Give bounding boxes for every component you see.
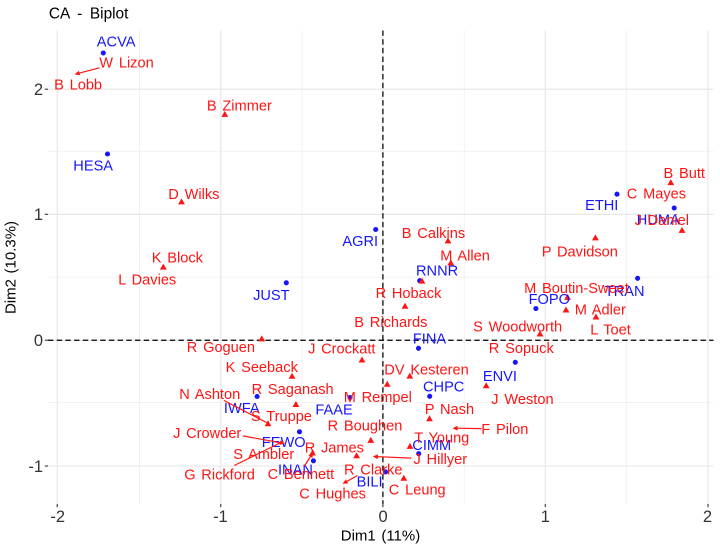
svg-text:C Bennett: C Bennett	[268, 467, 335, 483]
svg-text:R Goguen: R Goguen	[187, 340, 255, 356]
svg-text:S Truppe: S Truppe	[251, 409, 312, 425]
svg-text:M Rempel: M Rempel	[344, 390, 412, 406]
svg-text:Dim2 (10.3%): Dim2 (10.3%)	[3, 221, 20, 314]
svg-text:M Adler: M Adler	[575, 303, 626, 319]
svg-text:R Saganash: R Saganash	[252, 382, 334, 398]
svg-text:R Hoback: R Hoback	[376, 286, 442, 302]
svg-text:B Calkins: B Calkins	[402, 226, 465, 242]
svg-text:P Nash: P Nash	[425, 402, 474, 418]
svg-text:J Crockatt: J Crockatt	[308, 341, 375, 357]
svg-text:K Seeback: K Seeback	[226, 360, 299, 376]
svg-text:ENVI: ENVI	[483, 369, 517, 385]
svg-text:TRAN: TRAN	[605, 284, 645, 300]
svg-text:C Hughes: C Hughes	[299, 486, 366, 502]
svg-text:AGRI: AGRI	[342, 234, 378, 250]
svg-text:R Sopuck: R Sopuck	[489, 341, 555, 357]
svg-text:DV Kesteren: DV Kesteren	[384, 363, 468, 379]
svg-text:CIMM: CIMM	[412, 438, 451, 454]
svg-text:F Pilon: F Pilon	[481, 422, 528, 438]
svg-text:1: 1	[34, 206, 43, 224]
svg-text:T Young: T Young	[414, 431, 469, 447]
svg-text:B Zimmer: B Zimmer	[207, 99, 272, 115]
svg-text:-1: -1	[28, 458, 43, 476]
svg-text:Dim1 (11%): Dim1 (11%)	[341, 528, 420, 545]
svg-text:N Ashton: N Ashton	[179, 387, 240, 403]
svg-text:M Boutin-Sweet: M Boutin-Sweet	[524, 281, 629, 297]
svg-text:BILI: BILI	[357, 474, 383, 490]
svg-text:2: 2	[34, 81, 43, 99]
svg-text:HESA: HESA	[73, 159, 113, 175]
svg-text:B Lobb: B Lobb	[54, 78, 102, 94]
svg-text:R Boughen: R Boughen	[328, 419, 403, 435]
svg-text:J Weston: J Weston	[491, 392, 553, 408]
svg-text:M Allen: M Allen	[440, 248, 490, 264]
svg-text:-1: -1	[213, 508, 228, 526]
svg-text:K Block: K Block	[152, 251, 204, 267]
svg-text:C Leung: C Leung	[389, 483, 446, 499]
svg-text:D Wilks: D Wilks	[168, 187, 219, 203]
svg-text:FINA: FINA	[413, 331, 447, 347]
svg-text:CHPC: CHPC	[423, 380, 464, 396]
svg-text:0: 0	[379, 508, 388, 526]
svg-text:R Clarke: R Clarke	[344, 463, 402, 479]
svg-text:L Toet: L Toet	[590, 323, 631, 339]
svg-text:L Davies: L Davies	[118, 272, 176, 288]
svg-text:2: 2	[703, 508, 712, 526]
svg-text:FOPO: FOPO	[529, 292, 570, 308]
svg-text:P Davidson: P Davidson	[542, 245, 618, 261]
svg-text:CA - Biplot: CA - Biplot	[49, 6, 129, 23]
svg-text:INAN: INAN	[278, 462, 313, 478]
svg-text:1: 1	[541, 508, 550, 526]
svg-text:0: 0	[34, 332, 43, 350]
svg-text:FAAE: FAAE	[315, 403, 353, 419]
svg-text:HUMA: HUMA	[637, 212, 680, 228]
svg-text:G Rickford: G Rickford	[184, 467, 255, 483]
svg-text:W Lizon: W Lizon	[99, 56, 153, 72]
svg-text:RNNR: RNNR	[416, 263, 458, 279]
svg-text:ACVA: ACVA	[97, 35, 136, 51]
svg-text:JUST: JUST	[253, 288, 290, 304]
svg-text:-2: -2	[50, 508, 65, 526]
svg-text:S Woodworth: S Woodworth	[473, 319, 562, 335]
svg-text:R James: R James	[305, 440, 364, 456]
svg-text:C Mayes: C Mayes	[627, 187, 686, 203]
svg-text:J Daniel: J Daniel	[635, 213, 689, 229]
svg-text:J Crowder: J Crowder	[173, 426, 241, 442]
svg-text:ETHI: ETHI	[585, 198, 618, 214]
svg-text:S Ambler: S Ambler	[233, 447, 294, 463]
svg-text:B Butt: B Butt	[664, 166, 705, 182]
svg-text:J Hillyer: J Hillyer	[414, 452, 468, 468]
svg-text:B Richards: B Richards	[354, 315, 427, 331]
